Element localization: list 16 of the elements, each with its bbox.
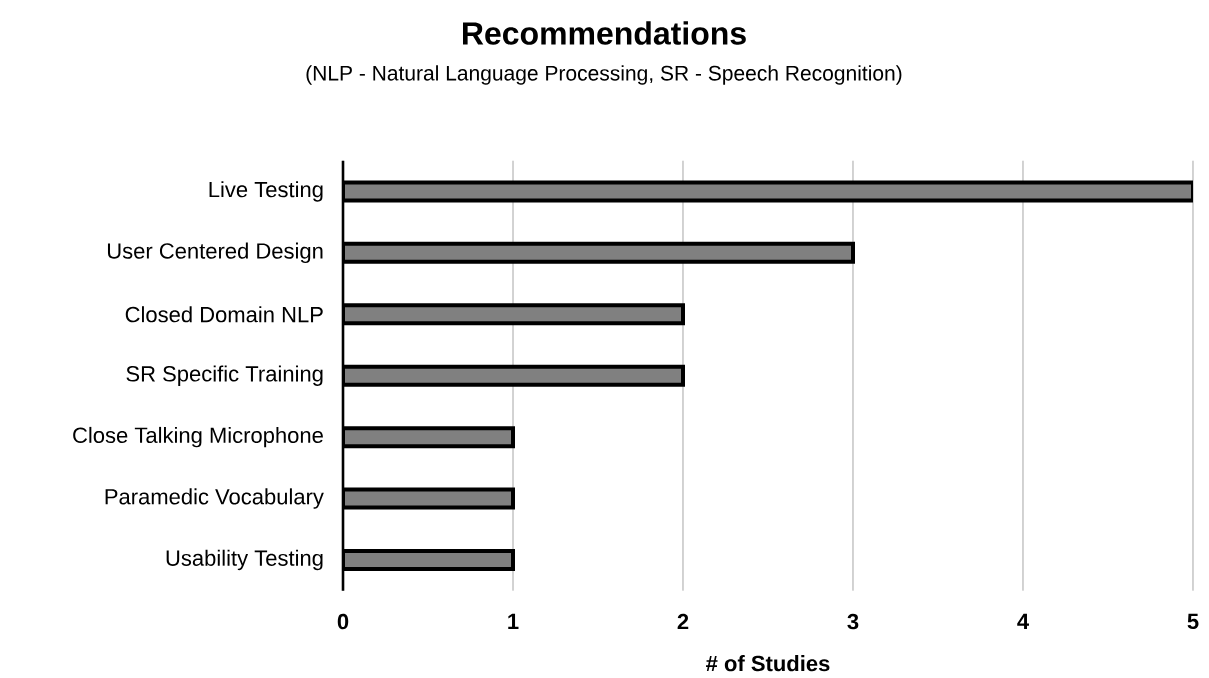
x-tick-label: 1 <box>508 613 519 629</box>
y-tick-label: Live Testing <box>209 181 323 202</box>
y-tick-label: Usability Testing <box>166 549 323 571</box>
x-tick-label: 2 <box>677 613 689 630</box>
y-tick-label: User Centered Design <box>107 242 323 264</box>
x-axis-title: # of Studies <box>706 655 830 672</box>
y-tick-label: Closed Domain NLP <box>125 306 323 323</box>
chart-subtitle: (NLP - Natural Language Processing, SR - Speech Recognition) <box>306 65 902 85</box>
y-tick-label: Paramedic Vocabulary <box>105 488 324 509</box>
x-tick-label: 4 <box>1017 613 1029 629</box>
x-tick-label: 5 <box>1187 613 1199 630</box>
y-tick-label: Close Talking Microphone <box>73 426 323 448</box>
x-tick-label: 3 <box>847 613 859 630</box>
y-tick-label: SR Specific Training <box>126 365 323 386</box>
x-tick-label: 0 <box>337 613 349 630</box>
chart-title: Recommendations <box>463 21 746 45</box>
